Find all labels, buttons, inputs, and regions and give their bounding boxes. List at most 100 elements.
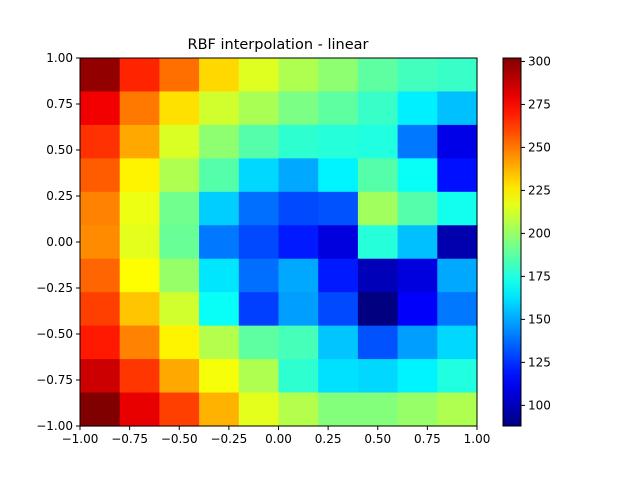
heatmap-cell (318, 158, 359, 193)
heatmap-cell (278, 359, 319, 394)
heatmap-cell (119, 258, 160, 293)
heatmap-cell (80, 258, 121, 293)
x-axis: −1.00 −0.75 −0.50 −0.25 0.00 0.25 0.50 0.75 1.00 (62, 426, 490, 446)
heatmap-cell (357, 58, 399, 93)
heatmap-cell (159, 325, 200, 360)
heatmap-cell (199, 292, 240, 327)
heatmap-cell (119, 359, 160, 394)
heatmap-cell (80, 292, 121, 327)
heatmap-cell (159, 91, 200, 126)
heatmap-cell (119, 292, 160, 327)
x-tick-label: −0.75 (111, 432, 148, 446)
colorbar-tick-label: 300 (528, 54, 551, 68)
heatmap-cell (80, 124, 121, 159)
heatmap-cell (238, 325, 280, 360)
heatmap-cell (159, 124, 200, 159)
heatmap-cell (278, 91, 319, 126)
heatmap-cell (397, 258, 438, 293)
colorbar-tick-label: 200 (528, 226, 551, 240)
heatmap-cell (278, 258, 319, 293)
heatmap-cell (437, 158, 478, 193)
heatmap-cell (119, 158, 160, 193)
heatmap-cell (80, 359, 121, 394)
heatmap-cell (159, 191, 200, 226)
x-tick-label: 0.50 (364, 432, 391, 446)
heatmap-cell (318, 292, 359, 327)
heatmap-cell (357, 191, 399, 226)
x-tick-label: −1.00 (62, 432, 99, 446)
heatmap-cell (238, 191, 280, 226)
heatmap-cell (397, 292, 438, 327)
colorbar-tick-label: 125 (528, 355, 551, 369)
heatmap-cell (119, 124, 160, 159)
heatmap-cell (199, 325, 240, 360)
heatmap-cell (278, 158, 319, 193)
x-tick-label: 0.00 (265, 432, 292, 446)
heatmap-cell (119, 91, 160, 126)
heatmap-cell (318, 325, 359, 360)
heatmap-cell (437, 325, 478, 360)
colorbar (503, 58, 521, 426)
heatmap-cells (80, 58, 478, 427)
heatmap-cell (80, 225, 121, 260)
heatmap-cell (199, 258, 240, 293)
heatmap-cell (238, 292, 280, 327)
chart-title: RBF interpolation - linear (188, 37, 369, 53)
heatmap-cell (318, 392, 359, 427)
y-tick-label: 0.25 (46, 189, 73, 203)
heatmap-cell (278, 325, 319, 360)
heatmap-cell (199, 225, 240, 260)
heatmap-cell (159, 292, 200, 327)
heatmap-cell (397, 325, 438, 360)
heatmap-cell (357, 292, 399, 327)
y-axis: −1.00 −0.75 −0.50 −0.25 0.00 0.25 0.50 0.75 1.00 (36, 51, 80, 433)
heatmap-cell (437, 258, 478, 293)
heatmap-cell (437, 124, 478, 159)
heatmap-cell (238, 258, 280, 293)
colorbar-tick-label: 225 (528, 183, 551, 197)
heatmap-cell (80, 91, 121, 126)
heatmap-cell (238, 124, 280, 159)
heatmap-cell (119, 58, 160, 93)
heatmap-cell (318, 359, 359, 394)
y-tick-label: 0.00 (46, 235, 73, 249)
heatmap-cell (238, 58, 280, 93)
x-tick-label: 0.25 (315, 432, 342, 446)
heatmap-cell (199, 392, 240, 427)
heatmap-cell (397, 359, 438, 394)
heatmap-cell (357, 225, 399, 260)
heatmap-cell (437, 359, 478, 394)
heatmap-cell (238, 91, 280, 126)
heatmap-cell (199, 91, 240, 126)
heatmap-cell (199, 158, 240, 193)
heatmap-cell (80, 392, 121, 427)
heatmap-cell (278, 225, 319, 260)
heatmap-cell (437, 191, 478, 226)
heatmap-cell (159, 359, 200, 394)
heatmap-cell (397, 392, 438, 427)
heatmap-cell (199, 58, 240, 93)
heatmap-cell (80, 325, 121, 360)
heatmap-cell (278, 292, 319, 327)
heatmap-cell (397, 124, 438, 159)
heatmap-cell (357, 258, 399, 293)
heatmap-cell (357, 325, 399, 360)
y-tick-label: −0.75 (36, 373, 73, 387)
heatmap-cell (437, 292, 478, 327)
colorbar-tick-label: 175 (528, 269, 551, 283)
heatmap-cell (278, 124, 319, 159)
y-tick-label: 1.00 (46, 51, 73, 65)
heatmap-cell (318, 225, 359, 260)
heatmap-cell (199, 124, 240, 159)
colorbar-tick-label: 250 (528, 140, 551, 154)
heatmap-cell (397, 191, 438, 226)
colorbar-axis: 100 125 150 175 200 225 250 275 300 (521, 54, 551, 412)
heatmap-cell (357, 158, 399, 193)
heatmap-cell (159, 258, 200, 293)
heatmap-cell (318, 258, 359, 293)
heatmap-cell (357, 124, 399, 159)
colorbar-tick-label: 150 (528, 312, 551, 326)
heatmap-cell (159, 225, 200, 260)
heatmap-cell (238, 359, 280, 394)
heatmap-cell (318, 124, 359, 159)
